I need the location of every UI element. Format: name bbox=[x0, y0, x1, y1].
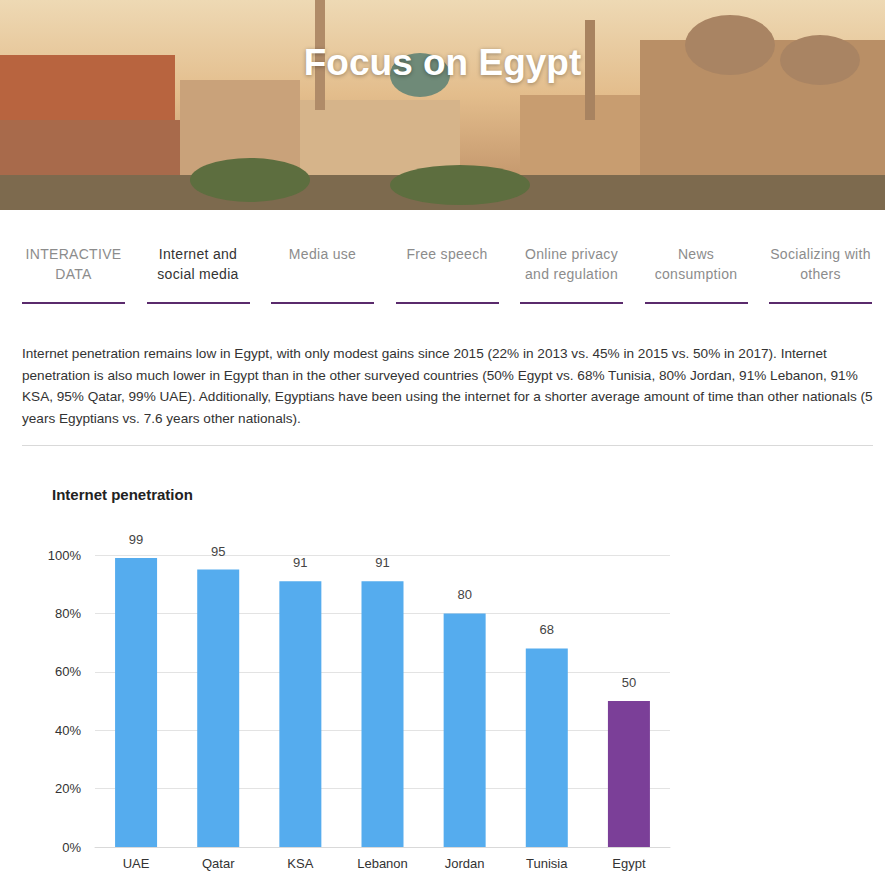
svg-text:80: 80 bbox=[457, 587, 471, 602]
svg-text:68: 68 bbox=[540, 622, 554, 637]
svg-text:91: 91 bbox=[293, 555, 307, 570]
svg-text:Tunisia: Tunisia bbox=[526, 856, 568, 871]
html-text:Internet and social media: Internet and social media bbox=[157, 246, 239, 282]
svg-text:99: 99 bbox=[129, 532, 143, 547]
svg-text:UAE: UAE bbox=[123, 856, 150, 871]
html-text:Media use: Media use bbox=[288, 246, 357, 262]
svg-text:50: 50 bbox=[622, 675, 636, 690]
html-text:Socializing with others: Socializing with others bbox=[770, 246, 871, 282]
html-text:INTERACTIVE DATA: INTERACTIVE DATA bbox=[25, 246, 122, 282]
svg-text:Internet penetration: Internet penetration bbox=[52, 486, 193, 503]
svg-text:91: 91 bbox=[375, 555, 389, 570]
html-text:Internet penetration remains l: Internet penetration remains low in Egyp… bbox=[22, 346, 873, 426]
html-text:Free speech: Free speech bbox=[406, 246, 488, 262]
html-text:News consumption: News consumption bbox=[654, 246, 738, 282]
html-text:Online privacy and regulation: Online privacy and regulation bbox=[525, 246, 618, 282]
svg-text:80%: 80% bbox=[55, 606, 81, 621]
svg-text:95: 95 bbox=[211, 544, 225, 559]
svg-text:100%: 100% bbox=[48, 548, 82, 563]
svg-text:60%: 60% bbox=[55, 664, 81, 679]
svg-text:20%: 20% bbox=[55, 781, 81, 796]
svg-text:0%: 0% bbox=[62, 840, 81, 855]
svg-text:Egypt: Egypt bbox=[612, 856, 646, 871]
svg-text:Qatar: Qatar bbox=[202, 856, 235, 871]
svg-text:KSA: KSA bbox=[287, 856, 313, 871]
svg-text:40%: 40% bbox=[55, 723, 81, 738]
svg-text:Lebanon: Lebanon bbox=[357, 856, 408, 871]
svg-text:Jordan: Jordan bbox=[445, 856, 485, 871]
html-text:Focus on Egypt: Focus on Egypt bbox=[303, 42, 582, 83]
